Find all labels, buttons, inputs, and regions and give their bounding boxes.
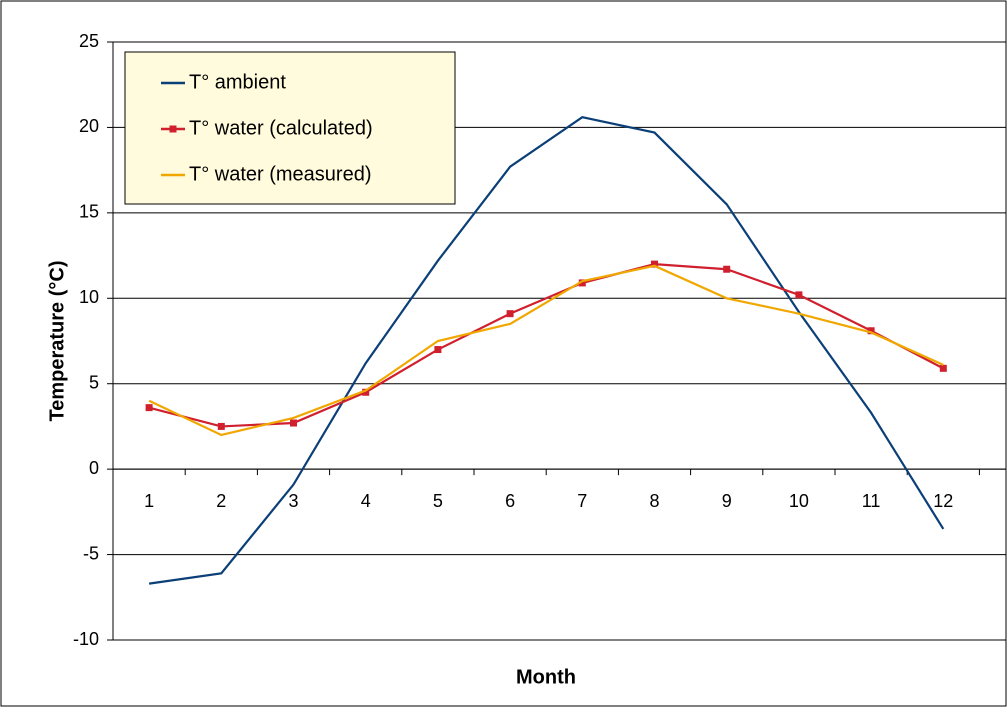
x-tick-label: 12 xyxy=(933,491,953,511)
y-tick-label: 10 xyxy=(79,287,99,307)
x-tick-label: 4 xyxy=(361,491,371,511)
data-point xyxy=(217,422,225,430)
x-tick-label: 7 xyxy=(577,491,587,511)
x-axis-title: Month xyxy=(516,666,576,688)
series-line xyxy=(148,264,944,437)
data-point xyxy=(939,364,947,372)
legend-label: T° water (calculated) xyxy=(189,117,373,139)
y-tick-label: 15 xyxy=(79,202,99,222)
x-tick-label: 11 xyxy=(862,491,881,511)
y-tick-label: 25 xyxy=(79,31,99,51)
y-tick-label: 20 xyxy=(79,116,99,136)
series-line xyxy=(148,116,945,585)
x-tick-label: 6 xyxy=(505,491,515,511)
data-point xyxy=(723,265,731,273)
data-point xyxy=(867,327,875,335)
data-point xyxy=(434,346,442,354)
x-tick-label: 8 xyxy=(649,491,659,511)
legend-label: T° water (measured) xyxy=(189,163,372,185)
legend: T° ambient T° water (calculated) T° water … xyxy=(124,51,456,205)
series-line xyxy=(148,263,944,428)
y-axis-title: Temperature (°C) xyxy=(46,261,68,422)
x-tick-label: 9 xyxy=(722,491,732,511)
data-point xyxy=(578,279,586,287)
data-point xyxy=(145,404,153,412)
x-tick-label: 5 xyxy=(433,491,443,511)
data-point xyxy=(362,388,370,396)
x-tick-label: 10 xyxy=(789,491,809,511)
y-tick-label: 0 xyxy=(89,458,99,478)
legend-label: T° ambient xyxy=(189,71,286,93)
y-tick-label: -10 xyxy=(73,629,99,649)
data-point xyxy=(290,419,297,427)
y-tick-label: 5 xyxy=(89,372,99,392)
x-tick-label: 3 xyxy=(288,491,298,511)
data-point xyxy=(795,291,803,299)
y-tick-label: -5 xyxy=(83,543,99,563)
data-point xyxy=(651,260,658,268)
legend-marker xyxy=(169,125,177,133)
x-tick-label: 2 xyxy=(216,491,226,511)
data-point xyxy=(506,310,514,318)
x-tick-label: 1 xyxy=(144,491,154,511)
